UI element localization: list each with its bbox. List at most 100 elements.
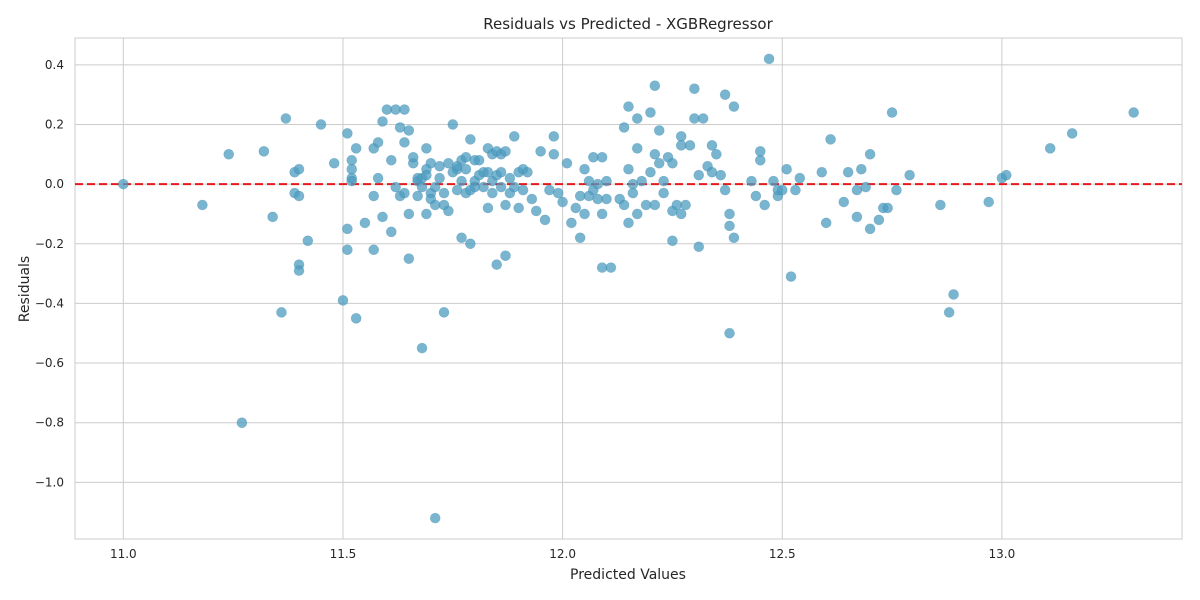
data-point [623,217,634,229]
data-point [236,417,248,428]
data-point [886,107,898,118]
data-point [653,125,665,136]
data-point [517,184,529,196]
data-point [864,149,876,160]
plot-area-background [75,38,1182,539]
data-point [346,175,358,187]
data-point [403,208,415,220]
data-point [605,262,617,273]
data-point [943,307,955,318]
data-point [856,163,867,175]
data-point [267,211,278,223]
data-point [500,199,511,211]
data-point [548,131,560,142]
data-point [438,187,450,199]
data-point [487,187,498,199]
data-point [276,307,287,318]
x-tick-label: 12.0 [549,547,576,561]
data-point [478,181,489,193]
data-point [403,253,415,264]
data-point [667,235,678,247]
data-point [719,89,731,100]
data-point [293,163,305,175]
data-point [754,146,766,157]
data-point [508,181,520,193]
x-tick-label: 12.5 [769,547,796,561]
x-tick-label: 11.5 [330,547,357,561]
y-tick-label: −1.0 [35,475,64,489]
data-point [526,193,538,205]
data-point [781,163,792,175]
data-point [443,157,454,169]
chart-title: Residuals vs Predicted - XGBRegressor [483,15,773,33]
data-point [552,187,564,199]
data-point [724,220,735,232]
y-tick-label: 0.0 [45,177,64,191]
data-point [891,184,902,196]
x-axis-title: Predicted Values [570,567,686,583]
data-point [728,101,740,112]
data-point [596,151,608,163]
data-point [535,146,546,157]
data-point [434,172,445,184]
data-point [447,119,459,130]
data-point [337,295,349,306]
data-point [548,149,560,160]
data-point [557,196,568,208]
data-point [293,190,305,202]
data-point [504,172,516,184]
data-point [495,166,507,178]
data-point [649,149,661,160]
data-point [508,131,520,142]
y-tick-label: 0.2 [45,117,64,131]
data-point [675,208,687,220]
data-point [399,187,410,199]
data-point [465,134,476,145]
data-point [421,169,432,181]
data-point [759,199,770,211]
data-point [693,241,705,253]
data-point [443,205,454,217]
data-point [539,214,551,226]
data-point [482,166,494,178]
data-point [658,187,669,199]
data-point [820,217,832,229]
data-point [724,208,735,220]
data-point [416,342,428,354]
data-point [680,199,691,211]
data-point [618,199,630,211]
data-point [346,163,358,175]
data-point [434,160,445,172]
data-point [429,181,441,193]
data-point [574,232,586,244]
data-point [711,149,722,160]
y-tick-label: −0.8 [35,416,64,430]
data-point [873,214,885,226]
data-point [302,235,314,247]
data-point [385,154,397,166]
data-point [816,166,828,178]
data-point [645,107,656,118]
data-point [636,175,647,187]
data-point [566,217,577,229]
data-point [776,184,788,196]
data-point [864,223,876,235]
data-point [724,327,735,339]
data-point [377,116,388,127]
data-point [372,137,384,148]
data-point [197,199,208,211]
data-point [851,211,863,223]
data-point [491,259,503,270]
data-point [223,149,235,160]
x-tick-label: 11.0 [110,547,137,561]
data-point [649,80,661,92]
data-point [623,163,634,175]
data-point [359,217,371,229]
data-point [838,196,850,208]
data-point [522,166,533,178]
data-point [653,157,665,169]
data-point [315,119,327,130]
data-point [601,193,612,205]
data-point [948,289,959,300]
